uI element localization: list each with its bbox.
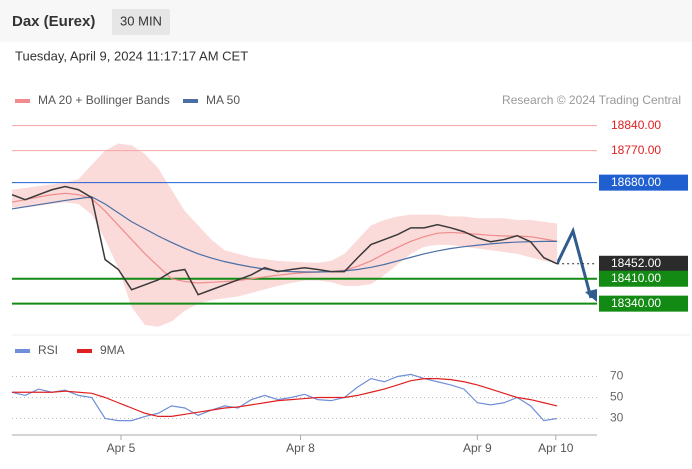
timeframe-badge [112,9,170,35]
series-line [11,373,558,422]
price-line [11,185,558,296]
date: Tuesday, April 9, 2024 11:17:17 AM CET [15,48,248,63]
header-bar [0,0,692,42]
x-tick-label: Apr 10 [538,441,574,455]
legend-label: RSI [38,343,58,357]
x-tick-label: Apr 8 [286,441,315,455]
legend-label: 9MA [100,343,125,357]
level-label: 18340.00 [611,296,661,310]
level-label: 18840.00 [611,118,661,132]
instrument-title: Dax (Eurex) [12,13,95,30]
level-label: 18410.00 [611,271,661,285]
level-label-box [599,255,688,272]
level-label: 18680.00 [611,175,661,189]
level-label-box [599,174,688,191]
legend-label: MA 50 [206,93,240,107]
y-tick-label: 70 [610,369,624,383]
series-line [12,378,558,417]
legend-label: MA 20 + Bollinger Bands [38,93,170,107]
level-label: 18452.00 [611,256,661,270]
y-tick-label: 50 [610,390,624,404]
x-tick-label: Apr 9 [463,441,492,455]
bollinger-band [12,143,558,327]
forecast-arrow [555,226,593,299]
y-tick-label: 30 [610,411,624,425]
forecast-arrowhead [585,289,597,302]
level-label: 18770.00 [611,143,661,157]
timeframe: 30 MIN [120,13,162,28]
level-label-box [599,295,688,312]
level-label-box [599,270,688,287]
x-tick-label: Apr 5 [107,441,136,455]
source: Research © 2024 Trading Central [502,93,681,107]
